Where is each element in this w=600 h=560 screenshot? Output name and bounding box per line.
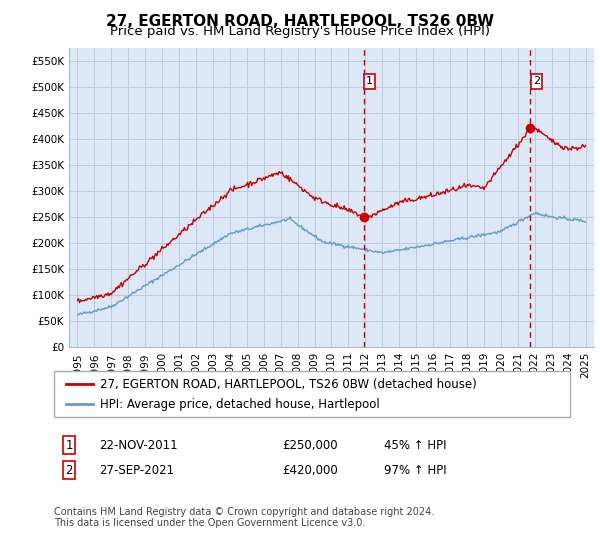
Text: 45% ↑ HPI: 45% ↑ HPI — [384, 438, 446, 452]
Text: £420,000: £420,000 — [282, 464, 338, 477]
Text: 2: 2 — [65, 464, 73, 477]
Text: 97% ↑ HPI: 97% ↑ HPI — [384, 464, 446, 477]
Text: Contains HM Land Registry data © Crown copyright and database right 2024.
This d: Contains HM Land Registry data © Crown c… — [54, 507, 434, 529]
Text: 1: 1 — [366, 77, 373, 86]
Text: 27, EGERTON ROAD, HARTLEPOOL, TS26 0BW: 27, EGERTON ROAD, HARTLEPOOL, TS26 0BW — [106, 14, 494, 29]
Text: 27, EGERTON ROAD, HARTLEPOOL, TS26 0BW (detached house): 27, EGERTON ROAD, HARTLEPOOL, TS26 0BW (… — [100, 377, 477, 391]
Text: HPI: Average price, detached house, Hartlepool: HPI: Average price, detached house, Hart… — [100, 398, 380, 411]
Text: 27-SEP-2021: 27-SEP-2021 — [99, 464, 174, 477]
Text: 22-NOV-2011: 22-NOV-2011 — [99, 438, 178, 452]
Text: £250,000: £250,000 — [282, 438, 338, 452]
Text: Price paid vs. HM Land Registry's House Price Index (HPI): Price paid vs. HM Land Registry's House … — [110, 25, 490, 38]
Text: 1: 1 — [65, 438, 73, 452]
Text: 2: 2 — [533, 77, 540, 86]
